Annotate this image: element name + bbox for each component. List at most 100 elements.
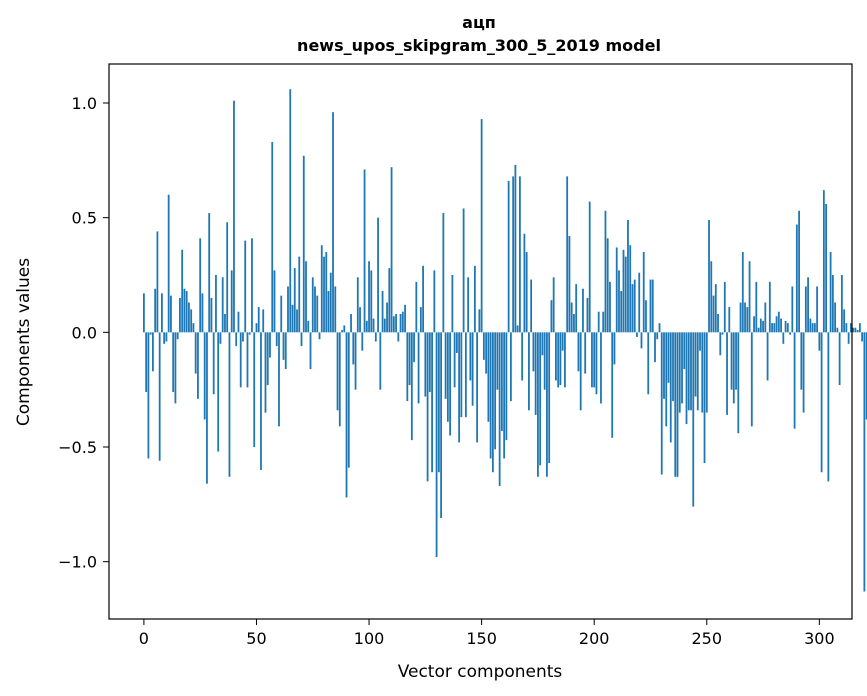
bar <box>827 332 830 482</box>
bar <box>174 332 177 404</box>
bar <box>392 316 395 333</box>
bar <box>370 270 373 333</box>
bar <box>543 332 546 390</box>
bar <box>597 311 600 333</box>
y-tick-label: −1.0 <box>58 553 97 572</box>
bar <box>820 332 823 473</box>
bar <box>624 256 627 333</box>
bar <box>503 332 506 459</box>
bar <box>199 238 202 333</box>
bar <box>789 332 791 335</box>
bar <box>244 240 247 333</box>
bar <box>165 332 168 342</box>
bar <box>726 332 728 415</box>
bar <box>203 332 206 420</box>
bar <box>269 332 271 358</box>
bar <box>775 316 778 333</box>
bar <box>757 327 760 333</box>
y-tick-label: 0.5 <box>72 209 97 228</box>
bar <box>838 332 841 386</box>
bar <box>710 261 713 333</box>
bar <box>735 332 737 390</box>
bar <box>523 233 526 333</box>
bar <box>683 332 686 370</box>
bar <box>449 332 451 436</box>
bar <box>327 291 330 333</box>
bar-series <box>143 89 867 592</box>
bar <box>615 247 618 333</box>
bar <box>699 332 701 351</box>
bar <box>546 332 548 477</box>
bar <box>433 270 436 333</box>
bar <box>190 309 193 333</box>
bar <box>377 217 379 333</box>
bar <box>577 332 580 372</box>
bar <box>147 332 150 459</box>
bar <box>458 332 461 443</box>
bar <box>604 210 607 333</box>
bar <box>777 311 780 333</box>
bar <box>494 332 497 450</box>
bar <box>217 332 220 452</box>
bar <box>557 332 560 388</box>
bar <box>528 332 530 411</box>
bar <box>248 332 251 335</box>
bar <box>275 332 278 347</box>
bar <box>579 332 582 411</box>
bar <box>188 302 190 333</box>
bar <box>467 277 470 333</box>
bar <box>537 332 539 477</box>
bar <box>759 318 762 333</box>
bar <box>786 323 789 333</box>
bar <box>251 238 253 333</box>
bar <box>730 332 733 390</box>
bar <box>847 332 850 344</box>
bar <box>651 279 654 333</box>
bar <box>417 332 420 404</box>
bar <box>496 332 499 390</box>
bar <box>311 277 314 333</box>
bar <box>856 330 859 333</box>
bar <box>663 332 665 399</box>
bar <box>611 332 614 438</box>
bar <box>264 332 267 413</box>
bar <box>723 281 726 333</box>
bar <box>748 261 751 333</box>
bar <box>728 307 731 333</box>
bar <box>800 332 803 390</box>
bar <box>156 231 159 333</box>
bar <box>298 256 301 333</box>
bar <box>192 323 195 333</box>
bar <box>591 332 593 388</box>
bar <box>446 332 449 422</box>
x-tick-label: 150 <box>466 629 497 648</box>
bar <box>383 318 386 333</box>
bar <box>505 332 508 441</box>
bar <box>289 89 292 333</box>
bar <box>323 256 325 333</box>
bar <box>314 286 316 333</box>
bar <box>559 332 562 386</box>
bar <box>795 224 798 333</box>
bar <box>525 252 528 333</box>
bar <box>703 332 706 464</box>
bar <box>829 252 832 333</box>
bar <box>784 320 787 333</box>
bar <box>404 304 406 333</box>
bar <box>401 311 404 333</box>
bar <box>316 295 319 333</box>
bar <box>305 261 307 333</box>
bar <box>478 309 481 333</box>
bar <box>476 332 479 443</box>
bar <box>437 332 440 473</box>
bar <box>374 332 377 342</box>
bar <box>694 332 697 397</box>
bar <box>296 309 298 333</box>
bar <box>354 332 357 390</box>
bar <box>300 332 303 347</box>
bar <box>690 332 692 411</box>
axis-ticks: 0 50 100 150 200 250 300 −1.0 −0.5 0.0 0.5 1.0 <box>58 94 834 648</box>
bar <box>672 332 674 402</box>
bar <box>210 297 213 333</box>
bar <box>645 300 647 333</box>
